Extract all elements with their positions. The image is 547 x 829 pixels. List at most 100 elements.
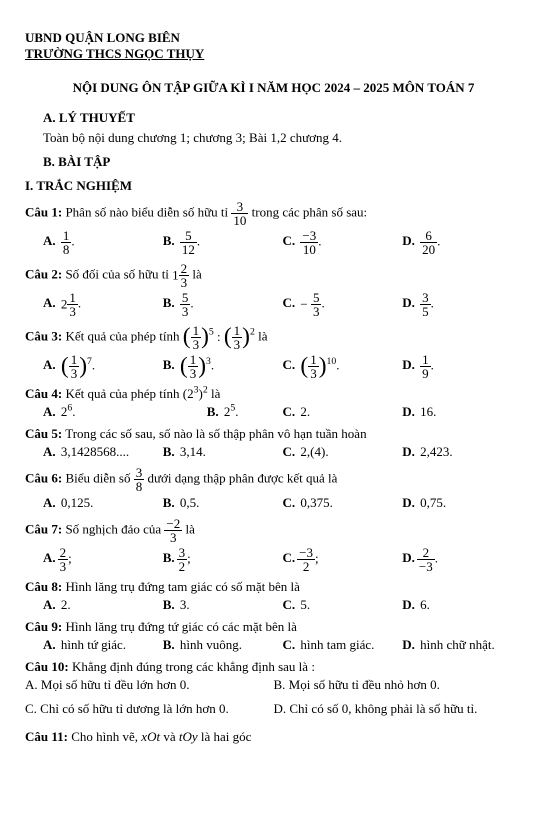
colon-icon: : (217, 330, 221, 345)
q6-opt-a: A. 0,125. (43, 495, 163, 511)
opt-letter: D. (402, 495, 417, 510)
dot: . (321, 295, 324, 310)
dot: . (78, 295, 81, 310)
opt-letter: B. (163, 357, 177, 372)
q5b: 3,14 (180, 444, 203, 459)
q2-options: A. 213. B. 53. C. − 53. D. 35. (43, 291, 522, 318)
q10-opt-c: C. Chỉ có số hữu tỉ dương là lớn hơn 0. (25, 701, 274, 717)
q3c-d: 3 (308, 367, 319, 380)
opt-letter: B. (163, 637, 177, 652)
q11-mid: và (160, 729, 179, 744)
dot: . (203, 444, 206, 459)
q2b-n: 5 (180, 291, 191, 305)
q3a-n: 1 (69, 353, 80, 367)
q9: Câu 9: Hình lăng trụ đứng tứ giác có các… (25, 619, 522, 635)
q4-oe: 2 (203, 385, 208, 396)
dot: . (431, 357, 434, 372)
section-a-label: A. LÝ THUYẾT (43, 110, 522, 126)
section-a-text: Toàn bộ nội dung chương 1; chương 3; Bài… (43, 130, 522, 146)
q4-opt-c: C. 2. (283, 404, 403, 420)
q11-i2: tOy (179, 729, 198, 744)
q2-opt-a: A. 213. (43, 291, 163, 318)
q8c: 5. (300, 597, 310, 612)
q9-opt-a: A. hình tứ giác. (43, 637, 163, 653)
q8-opt-c: C. 5. (283, 597, 403, 613)
q10: Câu 10: Khẳng định đúng trong các khẳng … (25, 659, 522, 675)
q2-fd: 3 (179, 276, 190, 289)
q1b-num: 5 (180, 229, 197, 243)
q10-opt-d: D. Chỉ có số 0, không phải là số hữu tỉ. (274, 701, 523, 717)
q8: Câu 8: Hình lăng trụ đứng tam giác có số… (25, 579, 522, 595)
q11-pre: Cho hình vẽ, (68, 729, 141, 744)
opt-letter: A. (43, 233, 58, 248)
dot: . (235, 404, 238, 419)
dot: . (433, 404, 436, 419)
opt-letter: B. (274, 677, 286, 692)
q5-opt-a: A. 3,1428568.... (43, 444, 163, 460)
opt-letter: C. (283, 404, 298, 419)
q6-options: A. 0,125. B. 0,5. C. 0,375. D. 0,75. (43, 495, 522, 511)
q7-fn: −2 (164, 517, 182, 531)
lparen-icon: ( (61, 353, 69, 379)
q7d-n: 2 (417, 546, 435, 560)
q2-opt-b: B. 53. (163, 291, 283, 318)
q10-opt-b: B. Mọi số hữu tỉ đều nhỏ hơn 0. (274, 677, 523, 693)
q1d-den: 20 (420, 243, 437, 256)
q3-opt-b: B. (13)3. (163, 353, 283, 380)
opt-letter: D. (402, 357, 417, 372)
q3-e2: 2 (250, 327, 255, 338)
q4-opt-d: D. 16. (402, 404, 522, 420)
q1-options: A. 18. B. 512. C. −310. D. 620. (43, 229, 522, 256)
opt-letter: B. (163, 597, 177, 612)
q9-opt-c: C. hình tam giác. (283, 637, 403, 653)
q9d: hình chữ nhật. (420, 637, 495, 652)
q1-pre: Phân số nào biểu diễn số hữu tỉ (62, 204, 231, 219)
q5-opt-c: C. 2,(4). (283, 444, 403, 460)
q2-post: là (192, 266, 201, 281)
opt-letter: D. (402, 404, 417, 419)
q7a-d: 3 (58, 560, 69, 573)
q8-num: Câu 8: (25, 579, 62, 594)
q3-bd: 3 (191, 338, 202, 351)
section-b-label: B. BÀI TẬP (43, 154, 522, 170)
dot: . (190, 295, 193, 310)
opt-letter: B. (207, 404, 221, 419)
q1-opt-a: A. 18. (43, 229, 163, 256)
dot: . (325, 444, 328, 459)
q6-num: Câu 6: (25, 470, 62, 485)
dot: . (449, 444, 452, 459)
q10b: Mọi số hữu tỉ đều nhỏ hơn 0. (289, 677, 440, 692)
q7a-n: 2 (58, 546, 69, 560)
q3-num: Câu 3: (25, 328, 62, 343)
q9-opt-b: B. hình vuông. (163, 637, 283, 653)
q7c-d: 2 (297, 560, 315, 573)
opt-letter: A. (43, 637, 58, 652)
q1-frac-num: 3 (231, 200, 248, 214)
q8-opt-d: D. 6. (402, 597, 522, 613)
q2-pre: Số đối của số hữu tỉ (62, 266, 172, 281)
opt-letter: C. (283, 550, 298, 565)
q6-fn: 3 (134, 466, 145, 480)
q2-opt-c: C. − 53. (283, 291, 403, 318)
opt-letter: B. (163, 550, 177, 565)
q10-opt-a: A. Mọi số hữu tỉ đều lớn hơn 0. (25, 677, 274, 693)
q7-opt-a: A.23; (43, 546, 163, 573)
dot: . (197, 233, 200, 248)
q3-bn: 1 (191, 324, 202, 338)
q7b-n: 3 (177, 546, 188, 560)
q9a: hình tứ giác. (61, 637, 126, 652)
dot: . (443, 495, 446, 510)
header-school: TRƯỜNG THCS NGỌC THỤY (25, 46, 522, 62)
q2-opt-d: D. 35. (402, 291, 522, 318)
opt-letter: C. (283, 444, 298, 459)
opt-letter: D. (274, 701, 287, 716)
q3-options: A. (13)7. B. (13)3. C. (13)10. D. 19. (43, 353, 522, 380)
opt-letter: C. (283, 357, 298, 372)
opt-letter: B. (163, 495, 177, 510)
q7-num: Câu 7: (25, 521, 62, 536)
q4-opt-b: B. 25. (163, 404, 283, 420)
opt-letter: B. (163, 233, 177, 248)
rparen-icon: ) (201, 324, 209, 350)
dot: . (211, 357, 214, 372)
q6-opt-c: C. 0,375. (283, 495, 403, 511)
